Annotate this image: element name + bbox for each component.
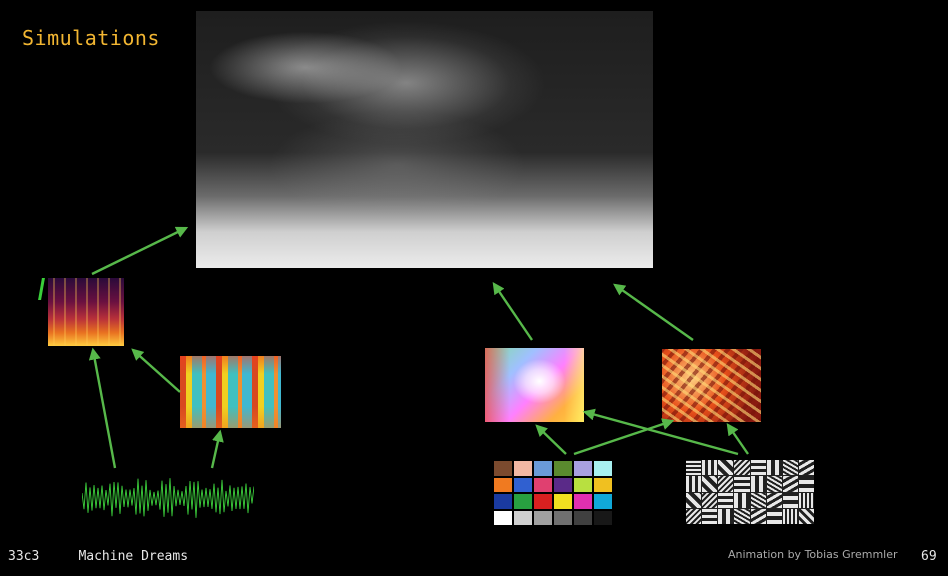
filter-cell — [750, 492, 766, 508]
palette-swatch — [554, 477, 572, 492]
filter-cell — [686, 460, 702, 476]
palette-swatch — [534, 510, 552, 525]
palette-swatch — [534, 461, 552, 476]
palette-swatch — [494, 461, 512, 476]
filter-cell — [798, 508, 814, 524]
waveform-trace — [82, 478, 254, 518]
filter-cell — [702, 476, 718, 492]
palette-swatch — [554, 494, 572, 509]
filter-cell — [750, 508, 766, 524]
footer-credit: Animation by Tobias Gremmler — [728, 548, 898, 561]
color-field-image — [485, 348, 584, 422]
filter-cell — [686, 492, 702, 508]
filter-cell — [782, 476, 798, 492]
filter-cell — [766, 508, 782, 524]
palette-swatch — [554, 461, 572, 476]
palette-swatch — [574, 461, 592, 476]
palette-swatch — [514, 510, 532, 525]
filter-cell — [718, 460, 734, 476]
color-checker-palette — [494, 461, 612, 525]
spectrogram-image — [48, 278, 124, 346]
filter-cell — [750, 476, 766, 492]
filter-cell — [702, 460, 718, 476]
footer-event-talk: 33c3 Machine Dreams — [8, 549, 188, 564]
audio-waveform-image — [82, 478, 254, 518]
filter-cell — [782, 460, 798, 476]
filter-cell — [734, 476, 750, 492]
page-number: 69 — [921, 549, 937, 564]
filter-cell — [734, 508, 750, 524]
palette-swatch — [494, 510, 512, 525]
filter-cell — [686, 508, 702, 524]
arrow-waveform-to-spectrogram — [88, 347, 117, 469]
palette-swatch — [494, 477, 512, 492]
simulation-render-image — [196, 11, 653, 268]
filter-cell — [798, 492, 814, 508]
filter-cell — [686, 476, 702, 492]
filter-cell — [702, 492, 718, 508]
filter-cell — [750, 460, 766, 476]
arrow-spectrogram-to-render — [91, 226, 189, 276]
filter-cell — [766, 476, 782, 492]
palette-swatch — [594, 461, 612, 476]
palette-swatch — [514, 461, 532, 476]
abstract-texture-image — [662, 349, 761, 422]
filter-cell — [718, 492, 734, 508]
filter-cell — [734, 460, 750, 476]
palette-swatch — [534, 477, 552, 492]
palette-swatch — [574, 477, 592, 492]
palette-swatch — [514, 494, 532, 509]
filter-cell — [766, 460, 782, 476]
filter-cell — [734, 492, 750, 508]
mfcc-heatmap-image — [180, 356, 281, 428]
filter-cell — [798, 460, 814, 476]
palette-swatch — [594, 494, 612, 509]
palette-swatch — [574, 494, 592, 509]
arrow-palette-to-texture — [573, 418, 675, 456]
arrow-palette-to-colorfield — [535, 424, 567, 455]
palette-swatch — [534, 494, 552, 509]
footer-event: 33c3 — [8, 549, 40, 564]
spectrogram-marker — [38, 278, 45, 300]
arrow-mfcc-to-spectrogram — [131, 348, 181, 393]
filter-cell — [718, 476, 734, 492]
palette-swatch — [494, 494, 512, 509]
palette-swatch — [514, 477, 532, 492]
palette-swatch — [594, 510, 612, 525]
arrow-waveform-to-mfcc — [210, 429, 224, 469]
arrow-texture-to-render — [613, 283, 694, 341]
filter-cell — [782, 508, 798, 524]
filter-bank-image — [686, 460, 814, 524]
filter-cell — [798, 476, 814, 492]
palette-swatch — [574, 510, 592, 525]
filter-cell — [718, 508, 734, 524]
filter-cell — [702, 508, 718, 524]
footer-talk-title: Machine Dreams — [78, 549, 189, 564]
slide-title: Simulations — [22, 26, 160, 50]
filter-cell — [766, 492, 782, 508]
arrow-filters-to-texture — [726, 423, 749, 455]
palette-swatch — [594, 477, 612, 492]
filter-cell — [782, 492, 798, 508]
palette-swatch — [554, 510, 572, 525]
arrow-colorfield-to-render — [492, 282, 533, 341]
